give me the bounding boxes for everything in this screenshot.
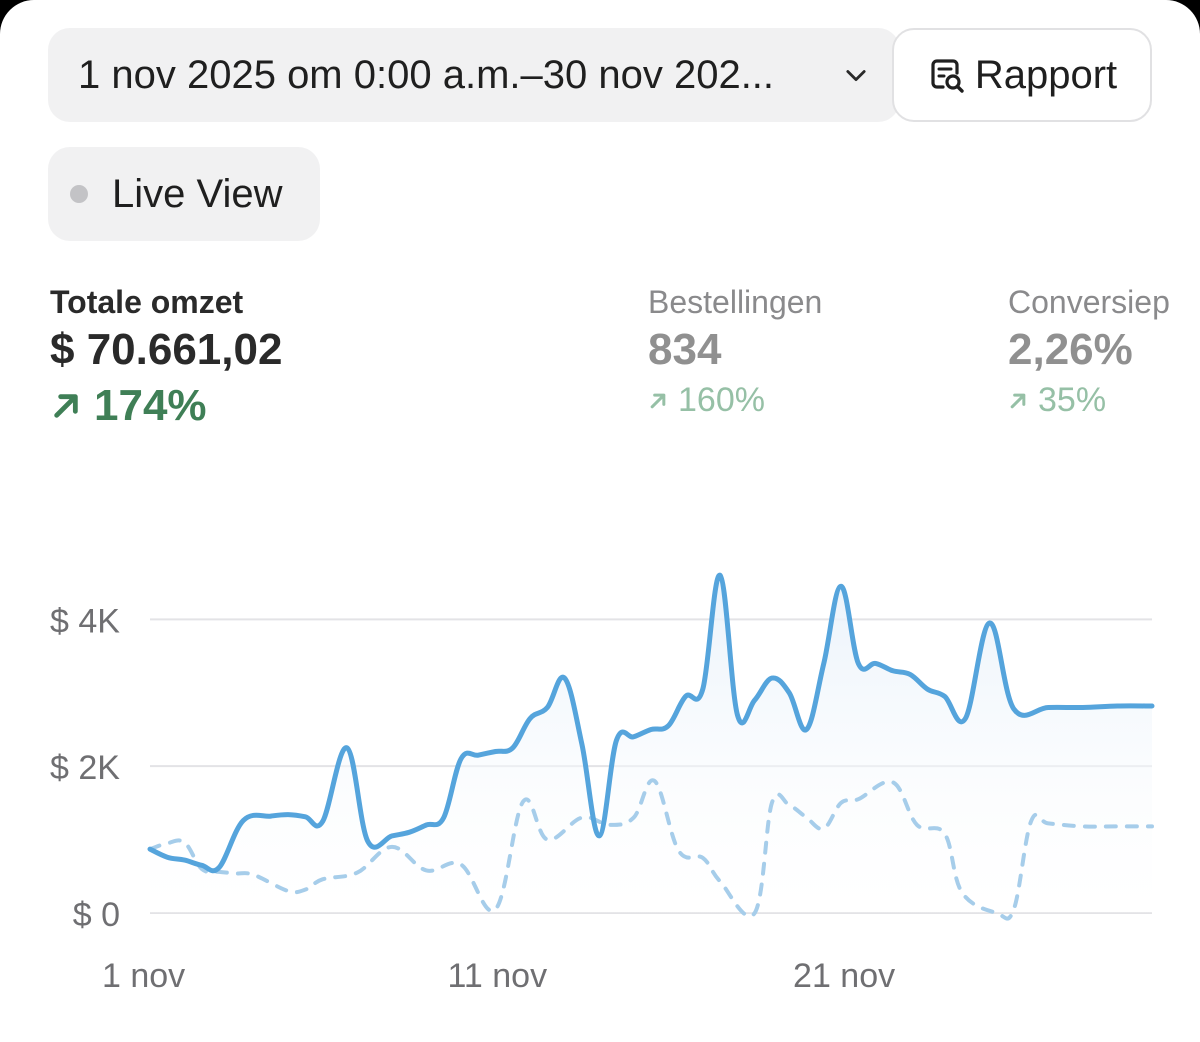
metric-value: 2,26% [1008,325,1133,374]
metric-delta-value: 160% [678,381,765,419]
metric-total-sales[interactable]: Totale omzet $ 70.661,02 174% [50,284,282,431]
metric-value: $ 70.661,02 [50,325,283,374]
series-line-previous [148,778,1154,921]
chart-area [150,575,1152,913]
metric-value: 834 [648,325,722,374]
series-line-current [147,572,1155,874]
date-range-picker[interactable]: 1 nov 2025 om 0:00 a.m.–30 nov 202... [48,28,900,122]
metric-delta-value: 174% [94,381,207,430]
live-view-button[interactable]: Live View [48,147,320,241]
metric-delta: 160% [648,381,822,420]
metric-label: Conversiep [1008,284,1170,320]
y-tick-label: $ 4K [50,602,120,640]
metric-label: Bestellingen [648,284,823,320]
y-tick-label: $ 0 [73,896,120,934]
y-tick-label: $ 2K [50,749,120,787]
metric-delta: 174% [50,381,282,431]
metric-label: Totale omzet [50,284,244,320]
series-area-current [150,575,1152,913]
date-range-text: 1 nov 2025 om 0:00 a.m.–30 nov 202... [78,52,775,97]
live-view-label: Live View [112,171,283,216]
arrow-up-right-icon [54,394,78,418]
metric-delta: 35% [1008,381,1170,420]
chevron-down-icon [846,70,866,82]
arrow-up-right-icon [650,393,666,408]
report-search-icon [931,59,964,93]
arrow-up-right-icon [1010,393,1026,408]
status-dot-icon [70,185,88,203]
metric-delta-value: 35% [1038,381,1107,419]
chart-series [147,572,1155,921]
x-tick-label: 11 nov [448,957,548,995]
x-tick-label: 1 nov [102,957,185,995]
sales-line-chart: $ 0 $ 2K $ 4K 1 nov 11 nov 21 nov [50,572,1155,995]
x-tick-label: 21 nov [793,957,895,995]
chart-y-axis: $ 0 $ 2K $ 4K [50,602,120,934]
report-button-label: Rapport [974,52,1118,97]
chart-x-axis: 1 nov 11 nov 21 nov [102,957,895,995]
report-button[interactable]: Rapport [892,28,1152,122]
metric-orders[interactable]: Bestellingen 834 160% [648,284,822,420]
metric-conversion[interactable]: Conversiep 2,26% 35% [1008,284,1170,420]
